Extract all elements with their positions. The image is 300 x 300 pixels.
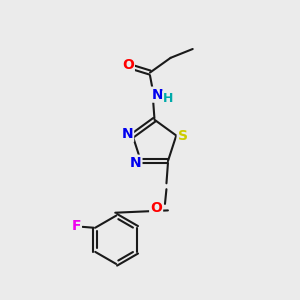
Text: N: N	[122, 127, 133, 141]
Text: O: O	[122, 58, 134, 72]
Text: H: H	[163, 92, 173, 105]
Text: S: S	[178, 128, 188, 142]
Text: F: F	[71, 219, 81, 233]
Text: N: N	[130, 156, 141, 170]
Text: N: N	[152, 88, 163, 102]
Text: O: O	[150, 201, 162, 215]
